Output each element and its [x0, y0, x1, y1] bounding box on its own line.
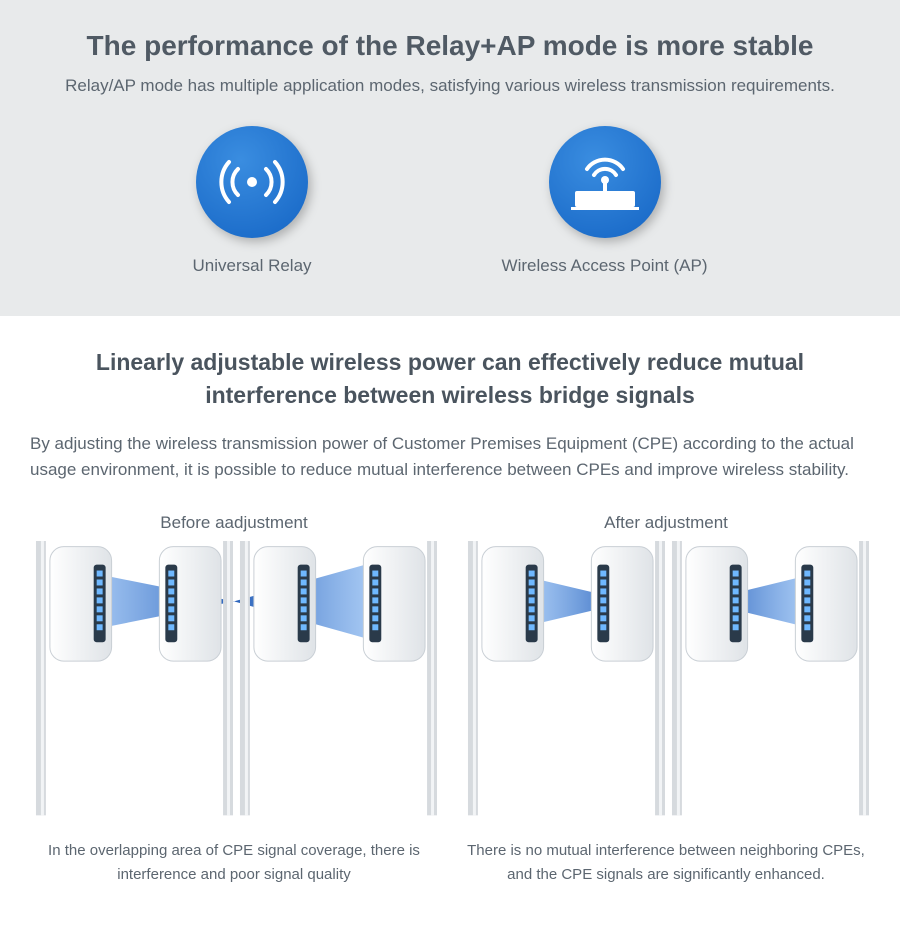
before-scene-icon [30, 541, 438, 821]
compare-caption: In the overlapping area of CPE signal co… [30, 839, 438, 887]
ap-circle [549, 126, 661, 238]
mode-item-ap: Wireless Access Point (AP) [502, 126, 708, 276]
compare-caption: There is no mutual interference between … [462, 839, 870, 887]
section2-heading: Linearly adjustable wireless power can e… [30, 346, 870, 413]
power-adjust-section: Linearly adjustable wireless power can e… [0, 316, 900, 927]
section2-description: By adjusting the wireless transmission p… [30, 431, 870, 484]
compare-before: Before aadjustment [30, 513, 438, 887]
signal-icon [212, 152, 292, 212]
mode-label: Universal Relay [193, 256, 312, 276]
compare-title: After adjustment [604, 513, 728, 533]
compare-title: Before aadjustment [160, 513, 307, 533]
mode-row: Universal Relay Wireless Access Point (A… [30, 126, 870, 276]
relay-ap-section: The performance of the Relay+AP mode is … [0, 0, 900, 316]
mode-item-relay: Universal Relay [193, 126, 312, 276]
after-scene-icon [462, 541, 870, 821]
relay-circle [196, 126, 308, 238]
section1-heading: The performance of the Relay+AP mode is … [30, 30, 870, 62]
mode-label: Wireless Access Point (AP) [502, 256, 708, 276]
compare-row: Before aadjustment [30, 513, 870, 887]
router-icon [563, 149, 647, 215]
section1-subtitle: Relay/AP mode has multiple application m… [30, 76, 870, 96]
compare-after: After adjustment There is no mutual inte… [462, 513, 870, 887]
